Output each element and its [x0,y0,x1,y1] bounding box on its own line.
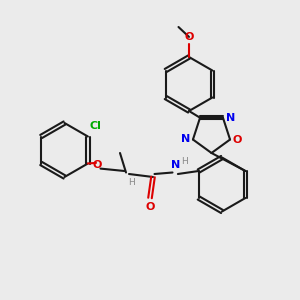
Text: O: O [93,160,102,170]
Text: H: H [182,158,188,166]
Text: N: N [171,160,180,170]
Text: O: O [184,32,194,42]
Text: H: H [128,178,135,187]
Text: N: N [226,113,235,123]
Text: O: O [232,135,242,145]
Text: N: N [181,134,190,144]
Text: O: O [145,202,155,212]
Text: Cl: Cl [89,121,101,131]
